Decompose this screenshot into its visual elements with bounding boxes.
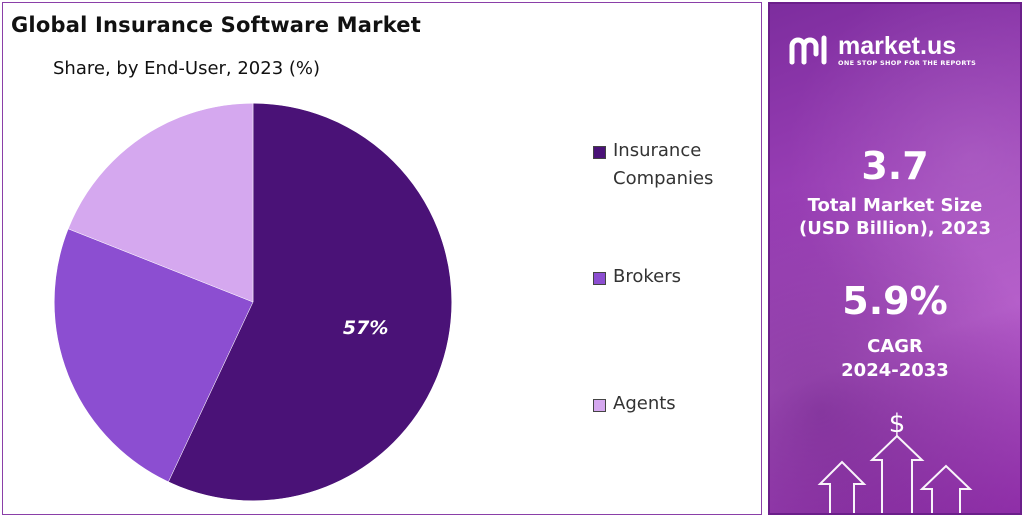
chart-title: Global Insurance Software Market <box>11 13 421 37</box>
legend-label: Agents <box>613 393 676 414</box>
pie-outline <box>53 102 453 502</box>
brand-name: market.us <box>838 32 957 60</box>
market-size-label: Total Market Size <box>807 195 983 216</box>
background-overlay <box>770 4 1020 513</box>
legend-label: Insurance Companies <box>613 140 714 189</box>
brand: market.us ONE STOP SHOP FOR THE REPORTS <box>788 32 976 68</box>
legend-swatch <box>593 272 606 285</box>
market-size-unit: (USD Billion), 2023 <box>798 218 992 239</box>
dollar-icon: $ <box>889 409 906 439</box>
legend-item-agents: Agents <box>593 393 753 418</box>
growth-arrows-icon: $ <box>817 409 973 513</box>
market-us-logo-icon <box>789 35 827 65</box>
pie-chart: 57% <box>53 102 453 502</box>
cagr-label: CAGR <box>867 336 923 357</box>
market-size-value: 3.7 <box>861 144 929 188</box>
legend-item-brokers: Brokers <box>593 266 753 291</box>
cagr-value: 5.9% <box>842 279 948 323</box>
market-summary-panel: market.us ONE STOP SHOP FOR THE REPORTS … <box>768 2 1022 515</box>
brand-tagline: ONE STOP SHOP FOR THE REPORTS <box>838 59 977 67</box>
legend-swatch <box>593 146 606 159</box>
legend-swatch <box>593 399 606 412</box>
pie-data-label: 57% <box>343 317 388 339</box>
legend-label: Brokers <box>613 266 682 287</box>
chart-panel: Global Insurance Software Market Share, … <box>2 2 762 515</box>
legend-item-insurance-companies: Insurance Companies <box>593 140 753 193</box>
chart-subtitle: Share, by End-User, 2023 (%) <box>53 58 321 79</box>
cagr-period: 2024-2033 <box>841 360 949 381</box>
